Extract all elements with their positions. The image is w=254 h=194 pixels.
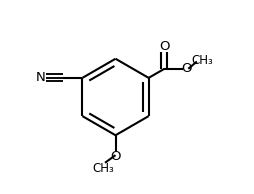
Text: N: N xyxy=(36,71,46,84)
Text: CH₃: CH₃ xyxy=(92,162,114,175)
Text: O: O xyxy=(110,150,121,163)
Text: O: O xyxy=(159,40,170,53)
Text: O: O xyxy=(182,62,192,75)
Text: CH₃: CH₃ xyxy=(192,54,214,67)
